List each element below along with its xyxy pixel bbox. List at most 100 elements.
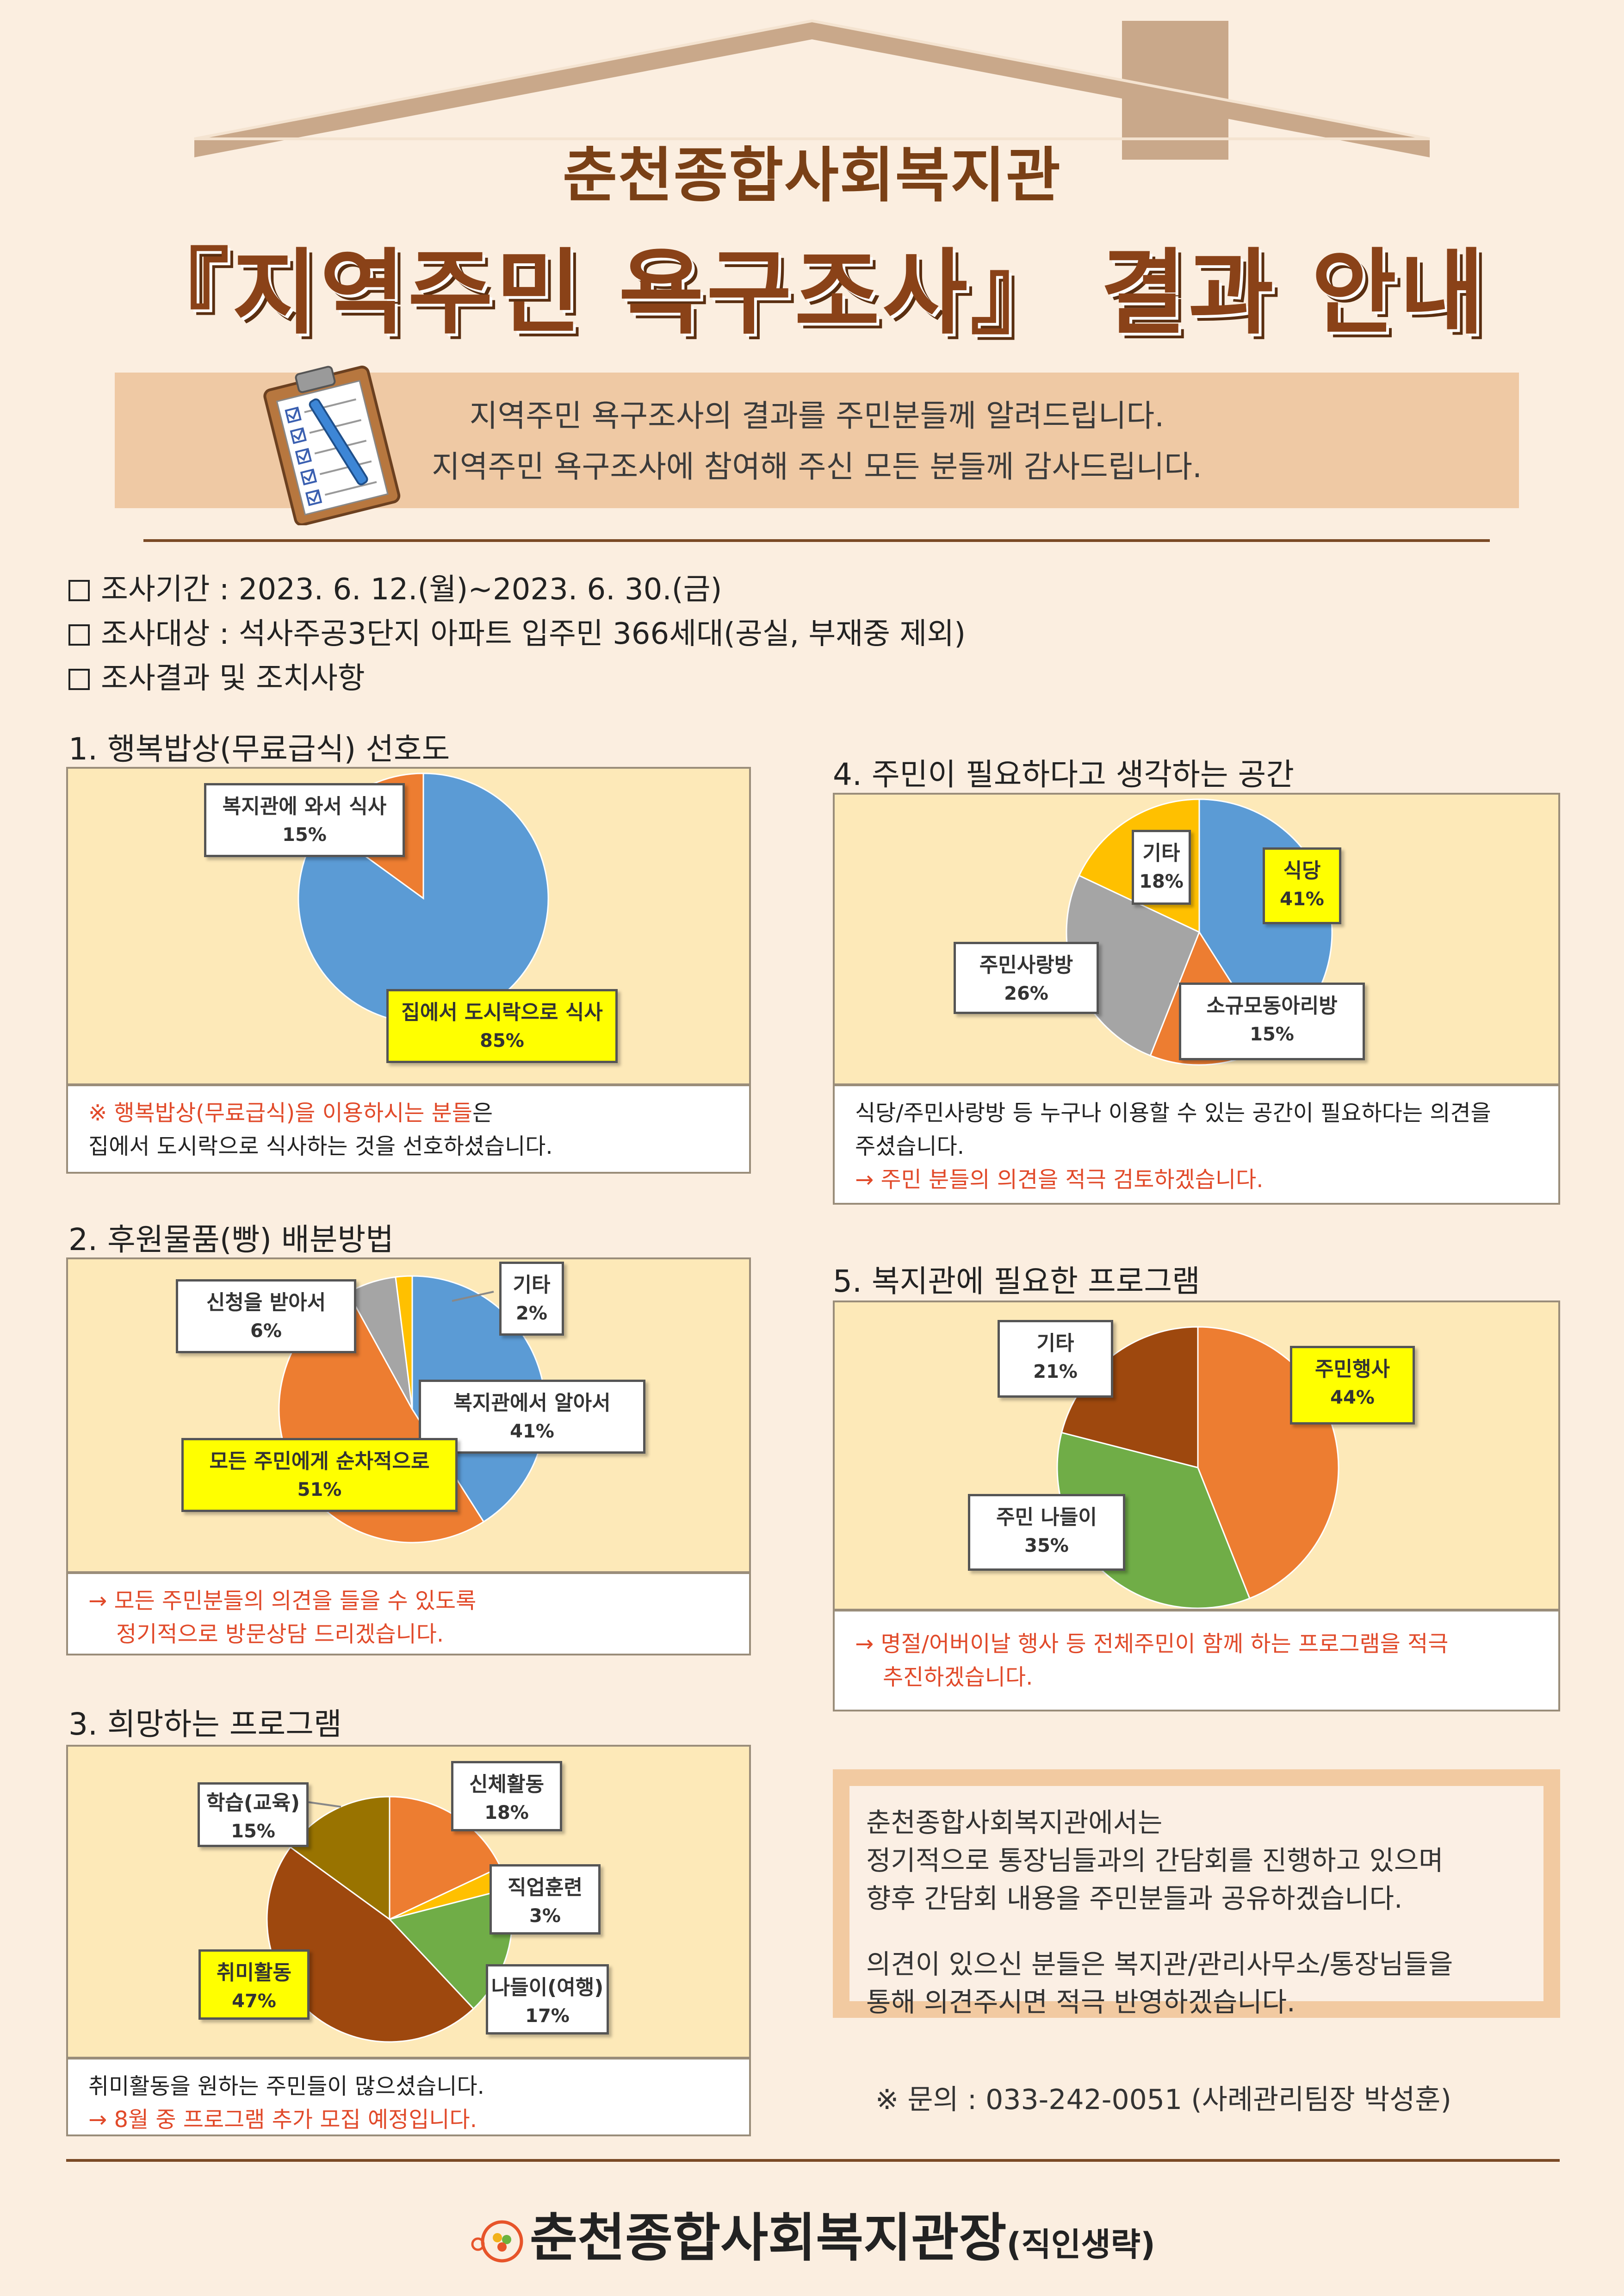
chart-2-label-other-pct: 2%: [516, 1303, 547, 1324]
checkbox-icon: [68, 624, 90, 646]
chart-3-label-outing-pct: 17%: [525, 2005, 570, 2027]
chart-3-label-hobby-pct: 47%: [232, 1991, 276, 2012]
section-1-note-red: ※ 행복밥상(무료급식)을 이용하시는 분들: [88, 1100, 473, 1126]
section-1-note-line-2: 집에서 도시락으로 식사하는 것을 선호하셨습니다.: [88, 1133, 553, 1159]
chart-2-label-center-pct: 41%: [510, 1421, 554, 1442]
chart-4-label-other: 기타 18%: [1132, 830, 1191, 905]
chart-5-label-outing: 주민 나들이 35%: [968, 1494, 1125, 1571]
section-4-note-line-1: 식당/주민사랑방 등 누구나 이용할 수 있는 공간이 필요하다는 의견을: [855, 1100, 1491, 1126]
section-2-title: 2. 후원물품(빵) 배분방법: [68, 1222, 394, 1257]
contact-line-2: 정기적으로 통장님들과의 간담회를 진행하고 있으며: [866, 1845, 1444, 1876]
section-4-note-line-2: 주셨습니다.: [855, 1133, 965, 1159]
section-1-note: ※ 행복밥상(무료급식)을 이용하시는 분들은 집에서 도시락으로 식사하는 것…: [66, 1084, 751, 1174]
chart-5-label-outing-pct: 35%: [1024, 1535, 1069, 1556]
chart-3-label-job: 직업훈련 3%: [490, 1864, 601, 1935]
footer-suffix: (직인생략): [1006, 2226, 1155, 2264]
chart-4-label-other-name: 기타: [1142, 841, 1180, 865]
divider-top: [143, 539, 1490, 542]
chart-4-label-cafeteria-name: 식당: [1283, 859, 1321, 883]
chart-1-box: 복지관에 와서 식사 15% 집에서 도시락으로 식사 85%: [66, 767, 751, 1085]
info-results: 조사결과 및 조치사항: [68, 654, 365, 697]
checkbox-icon: [68, 669, 90, 690]
section-2-note: → 모든 주민분들의 의견을 들을 수 있도록 정기적으로 방문상담 드리겠습니…: [66, 1572, 751, 1655]
chart-3-label-job-name: 직업훈련: [508, 1876, 583, 1899]
chart-1-label-dine-in: 복지관에 와서 식사 15%: [204, 783, 405, 857]
intro-line-1: 지역주민 욕구조사의 결과를 주민분들께 알려드립니다.: [469, 398, 1165, 434]
chart-2-label-sequential-pct: 51%: [297, 1479, 342, 1500]
section-5-title: 5. 복지관에 필요한 프로그램: [833, 1263, 1200, 1299]
chart-3-slices: [266, 1796, 513, 2043]
chart-3-box: 학습(교육) 15% 신체활동 18% 직업훈련 3% 나들이(여행) 17% 취미활동…: [66, 1745, 751, 2059]
section-1-title: 1. 행복밥상(무료급식) 선호도: [68, 731, 450, 767]
chart-5-label-other: 기타 21%: [998, 1320, 1113, 1398]
chart-4-label-lounge-name: 주민사랑방: [979, 953, 1073, 977]
chart-3-label-study-name: 학습(교육): [206, 1791, 300, 1815]
section-4-title: 4. 주민이 필요하다고 생각하는 공간: [833, 757, 1294, 792]
chart-1-label-lunchbox-pct: 85%: [480, 1030, 524, 1052]
info-target: 조사대상 : 석사주공3단지 아파트 입주민 366세대(공실, 부재중 제외): [68, 610, 966, 653]
chart-4-box: 기타 18% 식당 41% 주민사랑방 26% 소규모동아리방 15%: [833, 793, 1560, 1085]
section-1-note-line-1: ※ 행복밥상(무료급식)을 이용하시는 분들은: [88, 1096, 729, 1130]
chart-3-label-outing-name: 나들이(여행): [491, 1976, 604, 1999]
chart-5-label-event: 주민행사 44%: [1290, 1346, 1415, 1425]
chart-1-label-lunchbox-name: 집에서 도시락으로 식사: [401, 1001, 603, 1024]
info-results-text: 조사결과 및 조치사항: [101, 661, 365, 696]
chart-2-label-center-name: 복지관에서 알아서: [453, 1391, 611, 1415]
clipboard-icon: [263, 366, 401, 525]
chart-3-label-physical-name: 신체활동: [469, 1773, 544, 1796]
chart-4-label-lounge-pct: 26%: [1004, 983, 1048, 1004]
chart-2-label-apply-pct: 6%: [250, 1320, 282, 1342]
info-period-text: 조사기간 : 2023. 6. 12.(월)~2023. 6. 30.(금): [101, 572, 722, 607]
section-5-note-line-2: 추진하겠습니다.: [883, 1664, 1033, 1690]
divider-bottom: [66, 2159, 1560, 2162]
chart-1-label-lunchbox: 집에서 도시락으로 식사 85%: [386, 989, 618, 1063]
chart-4-label-clubroom: 소규모동아리방 15%: [1179, 983, 1365, 1060]
section-2-note-line-1: → 모든 주민분들의 의견을 들을 수 있도록: [88, 1588, 477, 1614]
chart-2-label-sequential-name: 모든 주민에게 순차적으로: [209, 1450, 430, 1473]
chart-4-label-clubroom-pct: 15%: [1250, 1024, 1294, 1045]
chart-5-label-event-name: 주민행사: [1315, 1357, 1390, 1381]
section-5-note-line-1: → 명절/어버이날 행사 등 전체주민이 함께 하는 프로그램을 적극: [855, 1631, 1449, 1657]
chart-5-pie: [1056, 1326, 1339, 1609]
info-target-text: 조사대상 : 석사주공3단지 아파트 입주민 366세대(공실, 부재중 제외): [101, 617, 966, 651]
section-4-note: 식당/주민사랑방 등 누구나 이용할 수 있는 공간이 필요하다는 의견을 주셨…: [833, 1084, 1560, 1205]
section-4-note-line-3: → 주민 분들의 의견을 적극 검토하겠습니다.: [855, 1167, 1264, 1193]
chart-5-label-other-pct: 21%: [1033, 1361, 1078, 1382]
chart-3-label-study-pct: 15%: [231, 1821, 275, 1842]
chart-2-box: 신청을 받아서 6% 기타 2% 복지관에서 알아서 41% 모든 주민에게 순차적으…: [66, 1257, 751, 1573]
chart-4-label-cafeteria-pct: 41%: [1280, 889, 1324, 910]
chart-2-label-sequential: 모든 주민에게 순차적으로 51%: [181, 1438, 458, 1512]
chart-5-label-outing-name: 주민 나들이: [996, 1506, 1097, 1529]
footer-name: 춘천종합사회복지관장: [530, 2208, 1007, 2268]
chart-3-label-job-pct: 3%: [529, 1905, 561, 1927]
chart-3-label-hobby-name: 취미활동: [217, 1961, 291, 1985]
contact-line-1: 춘천종합사회복지관에서는: [866, 1807, 1163, 1838]
chart-4-label-cafeteria: 식당 41%: [1263, 847, 1341, 924]
roof-illustration: [194, 19, 1430, 160]
intro-line-2: 지역주민 욕구조사에 참여해 주신 모든 분들께 감사드립니다.: [432, 449, 1202, 485]
section-3-note: 취미활동을 원하는 주민들이 많으셨습니다. → 8월 중 프로그램 추가 모집…: [66, 2058, 751, 2136]
chart-2-slice-4: [395, 1275, 413, 1410]
chart-3-label-study: 학습(교육) 15%: [198, 1782, 309, 1847]
chart-5-label-event-pct: 44%: [1330, 1387, 1375, 1408]
chart-3-label-physical: 신체활동 18%: [451, 1761, 562, 1831]
chart-1-label-dine-in-pct: 15%: [282, 824, 327, 846]
footer: 춘천종합사회복지관장(직인생략): [0, 2196, 1624, 2271]
contact-box-inner: 춘천종합사회복지관에서는 정기적으로 통장님들과의 간담회를 진행하고 있으며 …: [849, 1786, 1543, 2018]
chart-2-pie: [278, 1275, 546, 1543]
section-3-note-line-1: 취미활동을 원하는 주민들이 많으셨습니다.: [88, 2073, 484, 2099]
org-title: 춘천종합사회복지관: [563, 141, 1061, 210]
section-3-title: 3. 희망하는 프로그램: [68, 1706, 342, 1742]
contact-box: 춘천종합사회복지관에서는 정기적으로 통장님들과의 간담회를 진행하고 있으며 …: [833, 1769, 1560, 2018]
checkbox-icon: [68, 580, 90, 601]
chart-3-label-outing: 나들이(여행) 17%: [486, 1964, 609, 2035]
chart-2-label-apply: 신청을 받아서 6%: [176, 1279, 356, 1353]
chart-5-label-other-name: 기타: [1036, 1332, 1074, 1355]
section-2-note-line-2: 정기적으로 방문상담 드리겠습니다.: [116, 1621, 444, 1647]
chart-3-pie: [266, 1796, 513, 2043]
chart-3-label-hobby: 취미활동 47%: [198, 1949, 310, 2020]
chart-3-label-physical-pct: 18%: [484, 1802, 529, 1823]
chart-4-label-lounge: 주민사랑방 26%: [954, 942, 1099, 1014]
chart-2-label-apply-name: 신청을 받아서: [206, 1291, 326, 1314]
